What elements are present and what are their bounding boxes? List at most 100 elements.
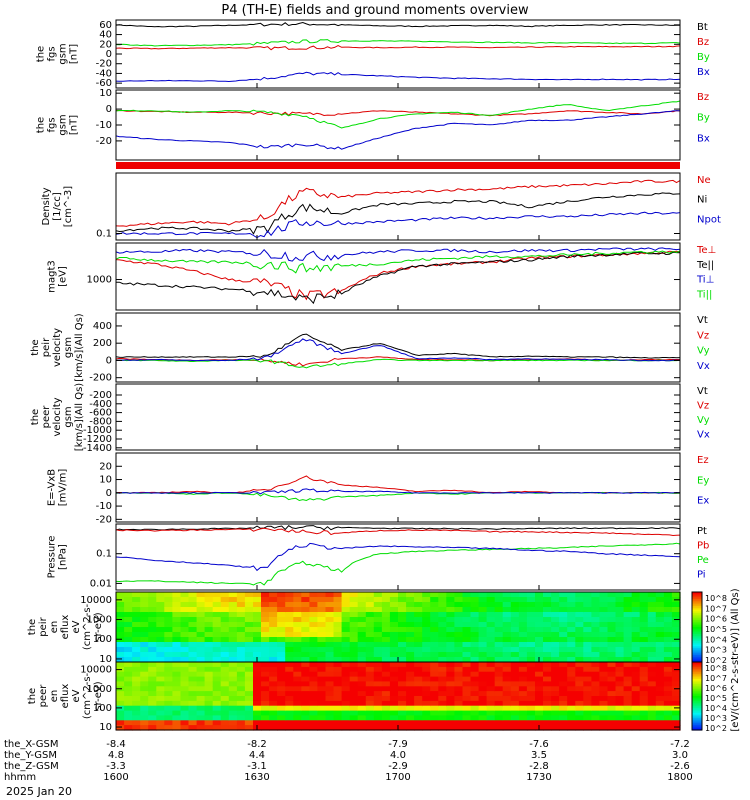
heatmap-cell [486,597,496,603]
heatmap-cell [188,642,198,648]
colorbar-segment [692,697,702,700]
heatmap-cell [502,696,512,702]
heatmap-cell [116,662,125,668]
heatmap-cell [438,607,447,613]
heatmap-cell [414,592,423,598]
heatmap-cell [261,696,270,702]
heatmap-cell [244,710,254,717]
heatmap-cell [406,627,415,633]
heatmap-cell [156,657,165,663]
heatmap-cell [478,602,488,608]
heatmap-cell [663,705,673,712]
heatmap-cell [663,720,673,726]
heatmap-cell [325,612,335,618]
heatmap-cell [671,592,681,598]
x-axis-row-label: the_X-GSM [4,739,58,750]
heatmap-cell [116,681,125,687]
heatmap-cell [414,705,423,712]
heatmap-cell [663,642,673,648]
heatmap-cell [551,652,560,658]
heatmap-cell [269,676,278,683]
y-axis-label: E=-VxB [47,469,58,506]
heatmap-cell [583,617,592,623]
heatmap-cell [470,691,480,697]
heatmap-cell [140,720,149,726]
heatmap-cell [156,666,165,673]
heatmap-cell [478,637,488,643]
heatmap-cell [446,666,455,673]
colorbar-segment [692,667,702,670]
heatmap-cell [132,627,141,633]
heatmap-cell [591,676,601,683]
heatmap-cell [615,700,625,707]
heatmap-cell [438,686,447,692]
heatmap-cell [430,691,439,697]
heatmap-cell [599,686,609,692]
heatmap-cell [655,681,665,687]
heatmap-cell [639,720,649,726]
heatmap-cell [277,637,286,643]
colorbar-tick-label: 10^6 [705,684,727,693]
x-axis-value: -3.3 [106,761,126,772]
heatmap-cell [333,686,343,692]
heatmap-cell [148,602,157,608]
heatmap-cell [446,597,455,603]
heatmap-cell [462,681,472,687]
heatmap-cell [244,686,254,692]
heatmap-cell [494,622,504,628]
heatmap-cell [196,696,206,702]
heatmap-cell [462,720,472,726]
heatmap-cell [486,681,496,687]
heatmap-cell [414,666,423,673]
heatmap-cell [535,637,544,643]
heatmap-cell [164,696,173,702]
series-line-Ti⊥ [116,247,680,262]
heatmap-cell [583,671,592,678]
heatmap-cell [575,671,584,678]
heatmap-cell [647,662,657,668]
heatmap-cell [253,700,262,707]
heatmap-cell [615,622,625,628]
heatmap-cell [454,710,464,717]
heatmap-cell [140,597,149,603]
heatmap-cell [204,696,214,702]
heatmap-cell [212,715,222,721]
heatmap-cell [293,700,302,707]
heatmap-cell [623,602,633,608]
heatmap-cell [446,691,455,697]
heatmap-cell [535,715,544,721]
heatmap-cell [236,592,246,598]
heatmap-cell [132,666,141,673]
colorbar-tick-label: 10^2 [705,724,727,733]
heatmap-cell [647,715,657,721]
heatmap-cell [196,652,206,658]
heatmap-cell [132,612,141,618]
colorbar-segment [692,709,702,712]
heatmap-cell [204,612,214,618]
heatmap-cell [132,657,141,663]
heatmap-cell [526,592,536,598]
heatmap-cell [607,710,617,717]
heatmap-cell [430,696,439,702]
heatmap-cell [285,617,294,623]
heatmap-cell [253,597,262,603]
heatmap-cell [599,710,609,717]
heatmap-cell [220,696,230,702]
heatmap-cell [325,622,335,628]
heatmap-cell [438,597,447,603]
heatmap-cell [559,657,568,663]
heatmap-cell [244,705,254,712]
heatmap-cell [446,720,455,726]
heatmap-cell [204,700,214,707]
heatmap-cell [244,597,254,603]
heatmap-cell [341,622,351,628]
legend-By: By [697,113,710,124]
heatmap-cell [317,602,327,608]
heatmap-cell [196,691,206,697]
heatmap-cell [373,681,383,687]
heatmap-cell [277,622,286,628]
colorbar-segment [692,716,702,719]
heatmap-cell [543,662,552,668]
heatmap-cell [269,622,278,628]
heatmap-cell [341,592,351,598]
